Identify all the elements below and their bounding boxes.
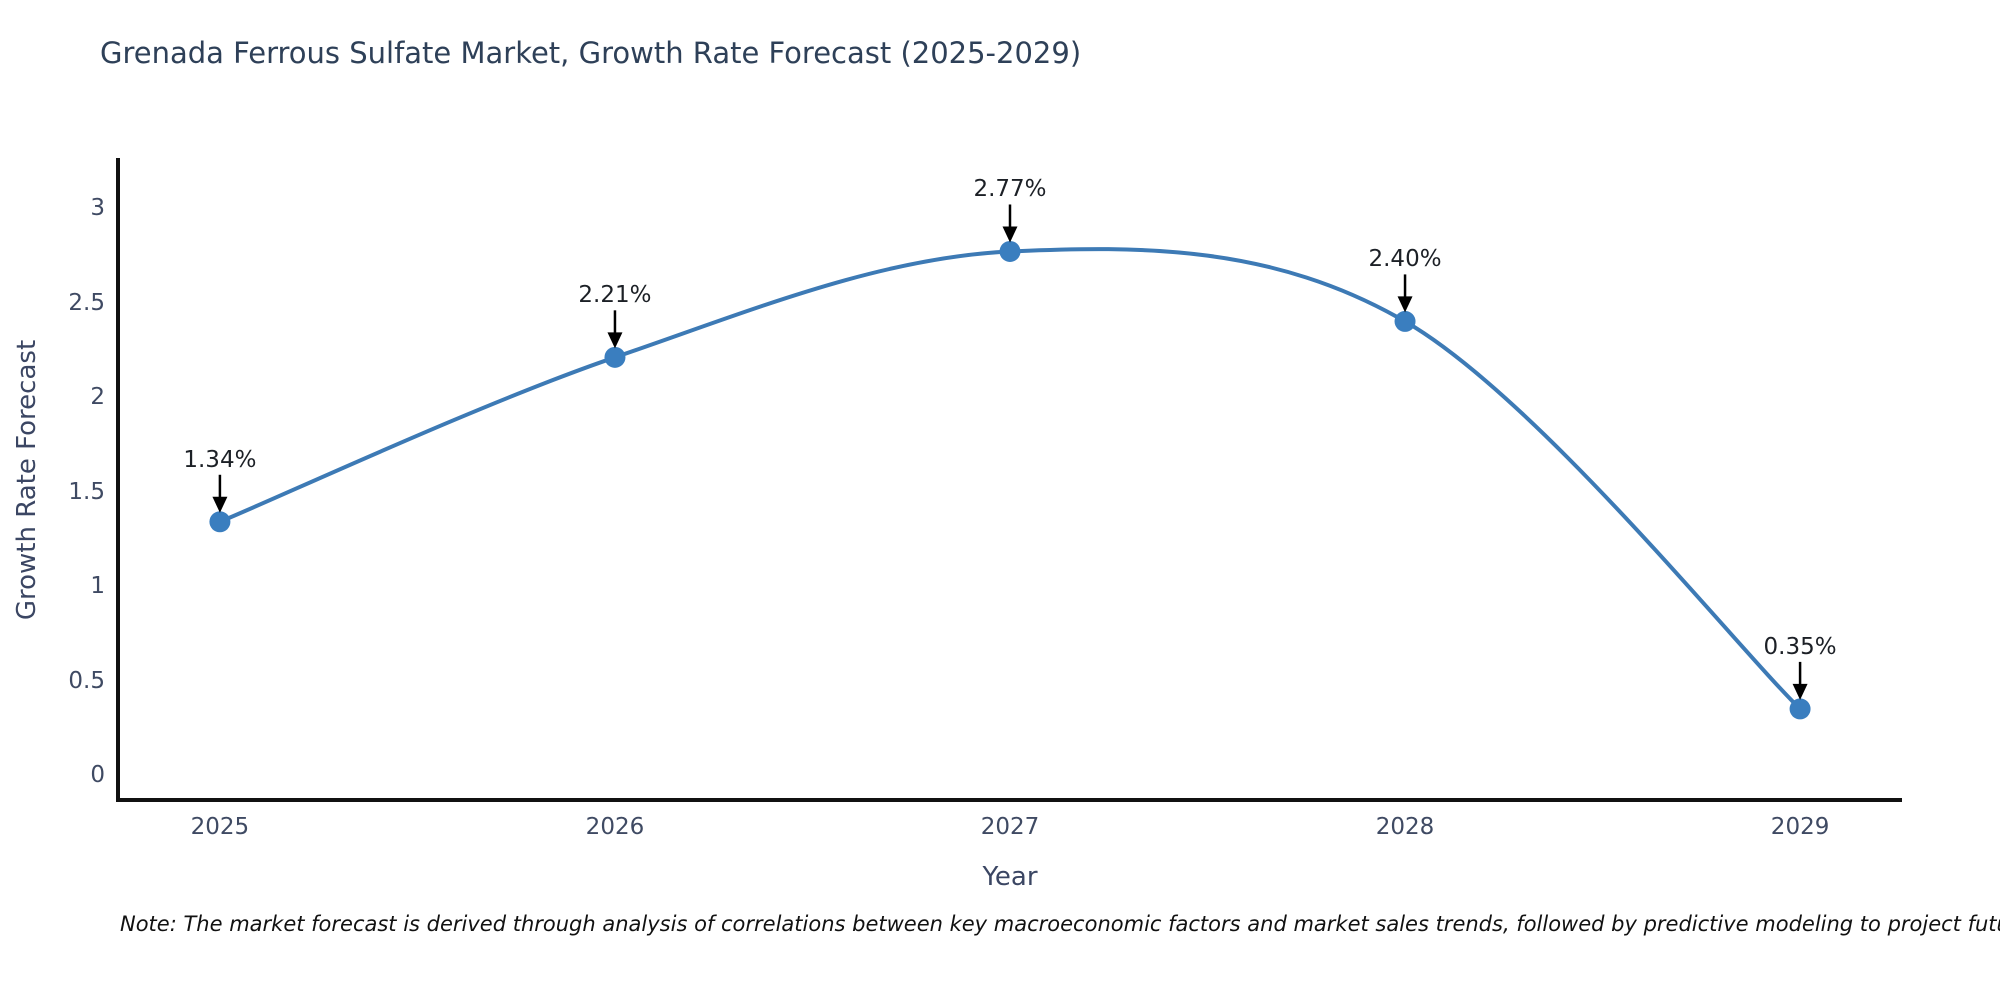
point-value-label: 2.21% [578,282,652,309]
y-tick-label: 2 [90,384,105,411]
point-value-label: 2.77% [973,176,1047,203]
point-value-label: 1.34% [183,446,257,473]
y-tick-label: 1 [90,573,105,600]
x-tick-label: 2028 [1375,814,1435,840]
data-point-marker [999,240,1021,262]
annotation-arrowhead [607,332,623,349]
x-tick-label: 2025 [190,814,250,840]
y-tick-label: 3 [90,195,105,221]
point-value-label: 2.40% [1368,246,1442,273]
data-point-marker [1789,698,1811,720]
chart-title: Grenada Ferrous Sulfate Market, Growth R… [100,36,1082,70]
y-tick-label: 0.5 [68,667,105,694]
data-point-marker [209,511,231,533]
footnote: Note: The market forecast is derived thr… [120,912,2000,936]
trend-line [217,247,1803,711]
x-axis-title: Year [982,862,1038,892]
y-tick-label: 1.5 [68,478,105,505]
y-axis-title: Growth Rate Forecast [12,339,42,621]
annotation-arrowhead [1792,683,1808,700]
x-tick-label: 2027 [980,814,1040,840]
y-tick-label: 2.5 [68,289,105,316]
annotation-arrowhead [1397,296,1413,313]
x-tick-label: 2026 [585,814,645,840]
x-tick-label: 2029 [1770,814,1830,840]
data-point-marker [604,346,626,368]
annotation-arrowhead [212,496,228,513]
annotation-arrowhead [1002,226,1018,243]
data-point-marker [1394,310,1416,332]
point-value-label: 0.35% [1763,633,1837,660]
y-tick-label: 0 [90,762,105,789]
